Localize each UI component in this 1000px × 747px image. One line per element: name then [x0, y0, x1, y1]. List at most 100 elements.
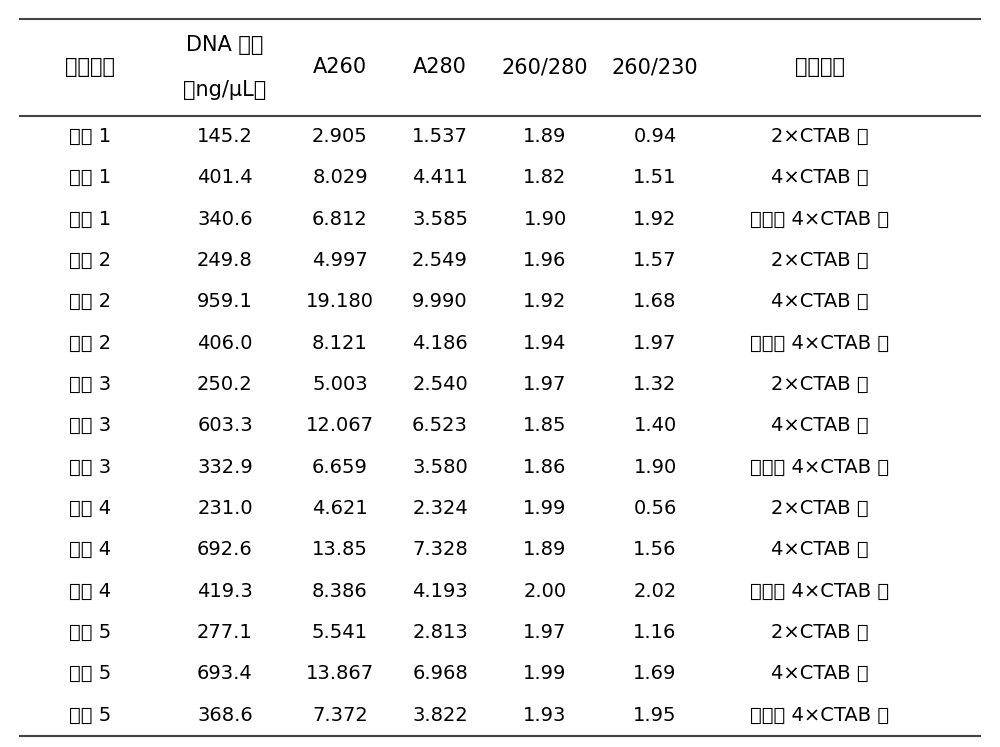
Text: A260: A260: [313, 58, 367, 77]
Text: 0.94: 0.94: [633, 127, 677, 146]
Text: 样品 4: 样品 4: [69, 499, 111, 518]
Text: 4×CTAB 法: 4×CTAB 法: [771, 664, 869, 684]
Text: 6.812: 6.812: [312, 210, 368, 229]
Text: 8.121: 8.121: [312, 334, 368, 353]
Text: A280: A280: [413, 58, 467, 77]
Text: 样品 2: 样品 2: [69, 334, 111, 353]
Text: 4.186: 4.186: [412, 334, 468, 353]
Text: 样品 5: 样品 5: [69, 706, 111, 725]
Text: 改良的 4×CTAB 法: 改良的 4×CTAB 法: [750, 210, 890, 229]
Text: 样品 1: 样品 1: [69, 127, 111, 146]
Text: 1.90: 1.90: [523, 210, 567, 229]
Text: 1.92: 1.92: [523, 292, 567, 311]
Text: 样品编号: 样品编号: [65, 58, 115, 77]
Text: 340.6: 340.6: [197, 210, 253, 229]
Text: 4×CTAB 法: 4×CTAB 法: [771, 168, 869, 187]
Text: 1.97: 1.97: [523, 375, 567, 394]
Text: 7.328: 7.328: [412, 540, 468, 560]
Text: 6.523: 6.523: [412, 416, 468, 436]
Text: 4.193: 4.193: [412, 582, 468, 601]
Text: 2×CTAB 法: 2×CTAB 法: [771, 127, 869, 146]
Text: 277.1: 277.1: [197, 623, 253, 642]
Text: 3.822: 3.822: [412, 706, 468, 725]
Text: 406.0: 406.0: [197, 334, 253, 353]
Text: 改良的 4×CTAB 法: 改良的 4×CTAB 法: [750, 458, 890, 477]
Text: 2×CTAB 法: 2×CTAB 法: [771, 375, 869, 394]
Text: 样品 4: 样品 4: [69, 582, 111, 601]
Text: 1.51: 1.51: [633, 168, 677, 187]
Text: 1.89: 1.89: [523, 127, 567, 146]
Text: 1.96: 1.96: [523, 251, 567, 270]
Text: 1.90: 1.90: [633, 458, 677, 477]
Text: 1.86: 1.86: [523, 458, 567, 477]
Text: 4×CTAB 法: 4×CTAB 法: [771, 416, 869, 436]
Text: 2.813: 2.813: [412, 623, 468, 642]
Text: 692.6: 692.6: [197, 540, 253, 560]
Text: 样品 2: 样品 2: [69, 251, 111, 270]
Text: 4.997: 4.997: [312, 251, 368, 270]
Text: 5.541: 5.541: [312, 623, 368, 642]
Text: 7.372: 7.372: [312, 706, 368, 725]
Text: 1.57: 1.57: [633, 251, 677, 270]
Text: DNA 浓度: DNA 浓度: [186, 35, 264, 55]
Text: 368.6: 368.6: [197, 706, 253, 725]
Text: 332.9: 332.9: [197, 458, 253, 477]
Text: 249.8: 249.8: [197, 251, 253, 270]
Text: 样品 1: 样品 1: [69, 168, 111, 187]
Text: 样品 5: 样品 5: [69, 664, 111, 684]
Text: 603.3: 603.3: [197, 416, 253, 436]
Text: 样品 5: 样品 5: [69, 623, 111, 642]
Text: 145.2: 145.2: [197, 127, 253, 146]
Text: 2.905: 2.905: [312, 127, 368, 146]
Text: 样品 3: 样品 3: [69, 458, 111, 477]
Text: 260/230: 260/230: [612, 58, 698, 77]
Text: 250.2: 250.2: [197, 375, 253, 394]
Text: 样品 2: 样品 2: [69, 292, 111, 311]
Text: 3.580: 3.580: [412, 458, 468, 477]
Text: 2.540: 2.540: [412, 375, 468, 394]
Text: 1.56: 1.56: [633, 540, 677, 560]
Text: 样品 4: 样品 4: [69, 540, 111, 560]
Text: 1.97: 1.97: [523, 623, 567, 642]
Text: 19.180: 19.180: [306, 292, 374, 311]
Text: 2.324: 2.324: [412, 499, 468, 518]
Text: 样品 3: 样品 3: [69, 416, 111, 436]
Text: 改良的 4×CTAB 法: 改良的 4×CTAB 法: [750, 706, 890, 725]
Text: 3.585: 3.585: [412, 210, 468, 229]
Text: 6.659: 6.659: [312, 458, 368, 477]
Text: 2.549: 2.549: [412, 251, 468, 270]
Text: 1.82: 1.82: [523, 168, 567, 187]
Text: 改良的 4×CTAB 法: 改良的 4×CTAB 法: [750, 334, 890, 353]
Text: 231.0: 231.0: [197, 499, 253, 518]
Text: 1.89: 1.89: [523, 540, 567, 560]
Text: 4×CTAB 法: 4×CTAB 法: [771, 540, 869, 560]
Text: 401.4: 401.4: [197, 168, 253, 187]
Text: 9.990: 9.990: [412, 292, 468, 311]
Text: 1.94: 1.94: [523, 334, 567, 353]
Text: 4×CTAB 法: 4×CTAB 法: [771, 292, 869, 311]
Text: 1.92: 1.92: [633, 210, 677, 229]
Text: （ng/μL）: （ng/μL）: [183, 80, 267, 99]
Text: 1.40: 1.40: [633, 416, 677, 436]
Text: 2×CTAB 法: 2×CTAB 法: [771, 499, 869, 518]
Text: 2.00: 2.00: [523, 582, 567, 601]
Text: 6.968: 6.968: [412, 664, 468, 684]
Text: 1.69: 1.69: [633, 664, 677, 684]
Text: 2.02: 2.02: [633, 582, 677, 601]
Text: 959.1: 959.1: [197, 292, 253, 311]
Text: 8.029: 8.029: [312, 168, 368, 187]
Text: 1.99: 1.99: [523, 499, 567, 518]
Text: 1.97: 1.97: [633, 334, 677, 353]
Text: 样品 3: 样品 3: [69, 375, 111, 394]
Text: 2×CTAB 法: 2×CTAB 法: [771, 251, 869, 270]
Text: 13.867: 13.867: [306, 664, 374, 684]
Text: 样品 1: 样品 1: [69, 210, 111, 229]
Text: 260/280: 260/280: [502, 58, 588, 77]
Text: 5.003: 5.003: [312, 375, 368, 394]
Text: 改良的 4×CTAB 法: 改良的 4×CTAB 法: [750, 582, 890, 601]
Text: 1.95: 1.95: [633, 706, 677, 725]
Text: 1.93: 1.93: [523, 706, 567, 725]
Text: 12.067: 12.067: [306, 416, 374, 436]
Text: 4.621: 4.621: [312, 499, 368, 518]
Text: 8.386: 8.386: [312, 582, 368, 601]
